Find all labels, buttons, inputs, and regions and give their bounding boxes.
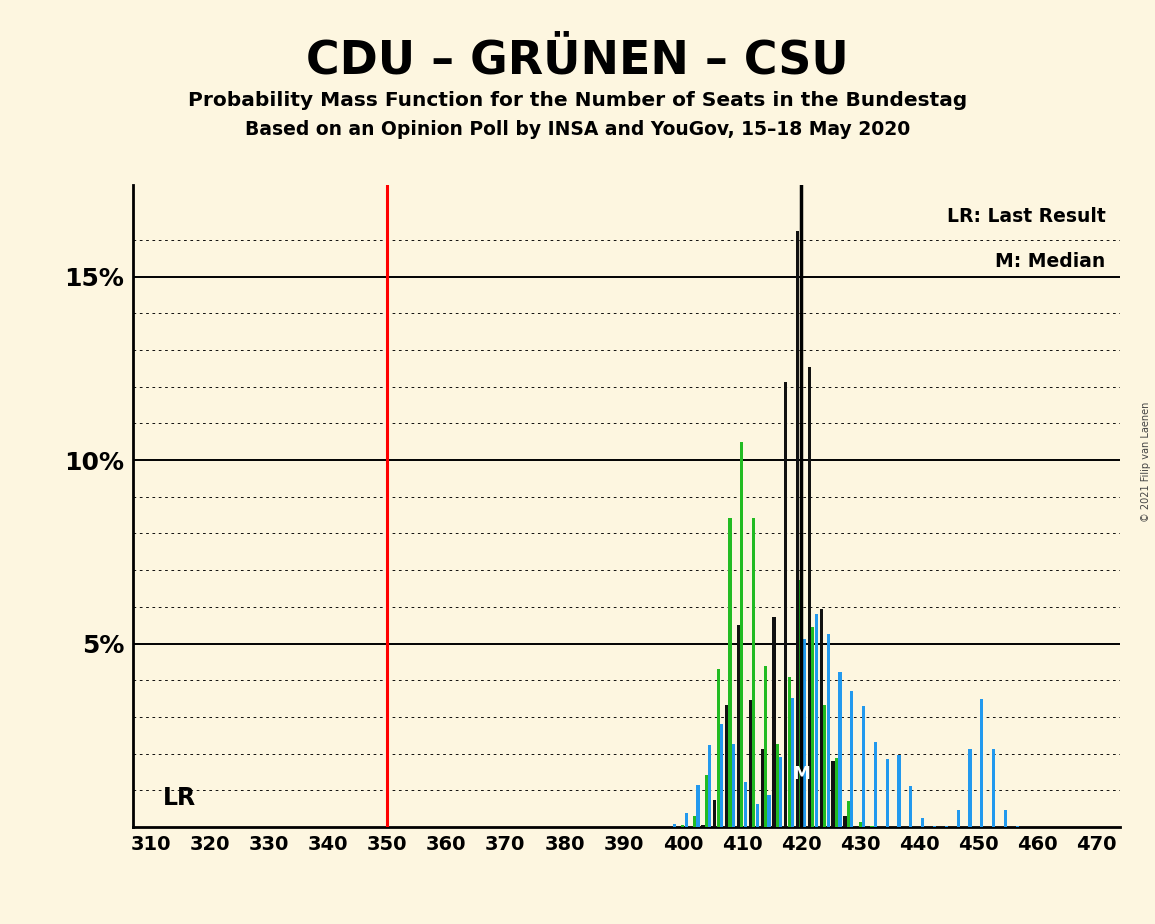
- Bar: [720, 724, 723, 827]
- Bar: [835, 758, 839, 827]
- Text: Based on an Opinion Poll by INSA and YouGov, 15–18 May 2020: Based on an Opinion Poll by INSA and You…: [245, 120, 910, 140]
- Bar: [696, 784, 700, 827]
- Text: M: M: [792, 765, 810, 783]
- Bar: [956, 809, 960, 827]
- Bar: [681, 825, 685, 827]
- Bar: [886, 759, 889, 827]
- Bar: [858, 821, 862, 827]
- Bar: [767, 796, 770, 827]
- Bar: [701, 825, 705, 827]
- Text: Probability Mass Function for the Number of Seats in the Bundestag: Probability Mass Function for the Number…: [188, 91, 967, 110]
- Bar: [776, 745, 778, 827]
- Bar: [796, 231, 799, 827]
- Bar: [1015, 825, 1019, 827]
- Bar: [732, 744, 735, 827]
- Text: LR: LR: [163, 786, 195, 810]
- Bar: [740, 442, 744, 827]
- Bar: [755, 804, 759, 827]
- Bar: [737, 625, 740, 827]
- Text: LR: Last Result: LR: Last Result: [947, 207, 1105, 226]
- Bar: [780, 758, 782, 827]
- Bar: [850, 691, 854, 827]
- Bar: [1004, 809, 1007, 827]
- Bar: [897, 755, 901, 827]
- Bar: [788, 677, 791, 827]
- Bar: [685, 813, 687, 827]
- Bar: [803, 639, 806, 827]
- Bar: [839, 673, 842, 827]
- Bar: [760, 748, 763, 827]
- Bar: [807, 367, 811, 827]
- Bar: [820, 609, 822, 827]
- Bar: [922, 818, 924, 827]
- Bar: [909, 786, 912, 827]
- Bar: [716, 669, 720, 827]
- Bar: [729, 518, 731, 827]
- Bar: [874, 742, 877, 827]
- Bar: [981, 699, 983, 827]
- Bar: [992, 749, 996, 827]
- Bar: [862, 706, 865, 827]
- Bar: [847, 801, 850, 827]
- Bar: [827, 634, 829, 827]
- Bar: [763, 666, 767, 827]
- Bar: [832, 760, 835, 827]
- Bar: [708, 745, 711, 827]
- Bar: [725, 705, 729, 827]
- Bar: [811, 626, 814, 827]
- Text: CDU – GRÜNEN – CSU: CDU – GRÜNEN – CSU: [306, 39, 849, 84]
- Bar: [752, 518, 755, 827]
- Bar: [748, 699, 752, 827]
- Bar: [791, 698, 795, 827]
- Text: M: Median: M: Median: [996, 252, 1105, 272]
- Bar: [843, 816, 847, 827]
- Bar: [773, 617, 775, 827]
- Bar: [824, 705, 826, 827]
- Bar: [784, 382, 788, 827]
- Bar: [814, 614, 818, 827]
- Bar: [705, 775, 708, 827]
- Text: © 2021 Filip van Laenen: © 2021 Filip van Laenen: [1141, 402, 1150, 522]
- Bar: [945, 825, 948, 827]
- Bar: [799, 579, 803, 827]
- Bar: [744, 783, 747, 827]
- Bar: [714, 799, 716, 827]
- Bar: [693, 816, 696, 827]
- Bar: [968, 749, 971, 827]
- Bar: [672, 824, 676, 827]
